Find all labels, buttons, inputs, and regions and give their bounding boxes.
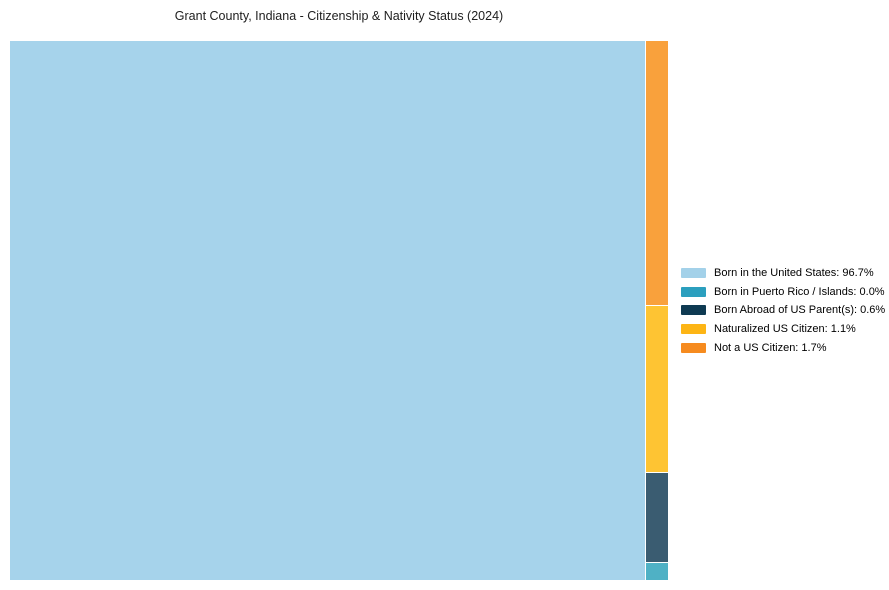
legend-label: Naturalized US Citizen: 1.1% xyxy=(714,323,856,336)
treemap-rect-born-abroad-us-parents[interactable] xyxy=(645,472,668,562)
legend: Born in the United States: 96.7% Born in… xyxy=(681,264,885,357)
legend-label: Born in Puerto Rico / Islands: 0.0% xyxy=(714,285,885,298)
legend-item-born-abroad-us-parents[interactable]: Born Abroad of US Parent(s): 0.6% xyxy=(681,301,885,320)
legend-label: Born Abroad of US Parent(s): 0.6% xyxy=(714,304,886,317)
treemap-plot xyxy=(10,41,668,580)
treemap-rect-not-a-us-citizen[interactable] xyxy=(645,41,668,305)
legend-swatch-icon xyxy=(681,342,706,353)
legend-item-born-in-puerto-rico[interactable]: Born in Puerto Rico / Islands: 0.0% xyxy=(681,283,885,302)
legend-swatch-icon xyxy=(681,286,706,297)
legend-item-naturalized-us-citizen[interactable]: Naturalized US Citizen: 1.1% xyxy=(681,320,885,339)
legend-item-born-in-us[interactable]: Born in the United States: 96.7% xyxy=(681,264,885,283)
legend-item-not-a-us-citizen[interactable]: Not a US Citizen: 1.7% xyxy=(681,338,885,357)
legend-swatch-icon xyxy=(681,305,706,316)
chart-title: Grant County, Indiana - Citizenship & Na… xyxy=(174,9,504,23)
treemap-column xyxy=(645,41,668,580)
legend-label: Not a US Citizen: 1.7% xyxy=(714,341,827,354)
legend-label: Born in the United States: 96.7% xyxy=(714,267,874,280)
legend-swatch-icon xyxy=(681,268,706,279)
treemap-rect-naturalized-us-citizen[interactable] xyxy=(645,305,668,472)
treemap-rect-born-in-us[interactable] xyxy=(10,41,645,580)
legend-swatch-icon xyxy=(681,324,706,335)
treemap-rect-born-in-puerto-rico[interactable] xyxy=(645,562,668,580)
